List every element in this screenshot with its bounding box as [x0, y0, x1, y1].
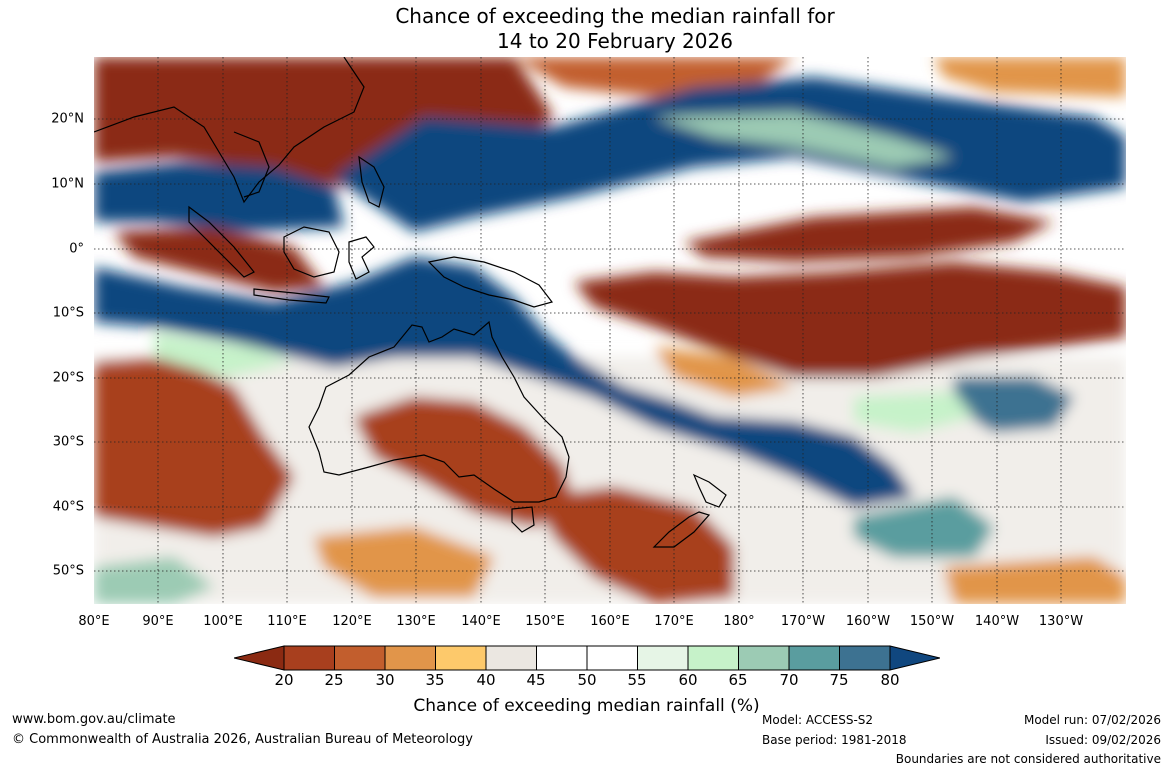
lon-label: 160°E — [590, 614, 630, 629]
borneo-coastline — [283, 226, 340, 278]
lon-label: 130°W — [1038, 614, 1084, 629]
legend-tick: 55 — [627, 671, 647, 689]
legend-arrow-high — [889, 645, 940, 671]
website-link[interactable]: www.bom.gov.au/climate — [12, 712, 176, 727]
legend-color-cell — [586, 645, 638, 671]
legend-color-cell — [485, 645, 537, 671]
legend-color-cell — [435, 645, 487, 671]
new-zealand-south — [652, 511, 711, 548]
legend-color-cell — [687, 645, 739, 671]
legend-tick: 60 — [678, 671, 698, 689]
lat-label: 20°N — [51, 111, 84, 127]
lon-label: 160°W — [845, 614, 891, 629]
indochina-coastline — [233, 131, 270, 198]
lon-label: 100°E — [203, 614, 243, 629]
lon-label: 150°E — [525, 614, 565, 629]
legend-tick: 75 — [829, 671, 849, 689]
lat-label: 10°S — [52, 305, 84, 321]
legend-tick: 25 — [324, 671, 344, 689]
lon-label: 180° — [723, 614, 755, 629]
dry-region-south-pacific — [574, 262, 1126, 377]
lon-label: 140°W — [974, 614, 1020, 629]
legend-color-cell — [637, 645, 689, 671]
tasmania-coastline — [511, 506, 535, 533]
legend-title: Chance of exceeding median rainfall (%) — [413, 696, 760, 716]
lat-label: 30°S — [52, 434, 84, 450]
wet-band-north-pacific — [334, 77, 1126, 232]
lat-label: 40°S — [52, 499, 84, 515]
lat-label: 10°N — [51, 176, 84, 192]
graticule — [94, 57, 1126, 604]
slightly-wet-south-west — [94, 557, 214, 604]
lat-label: 20°S — [52, 370, 84, 386]
lat-label: 0° — [69, 241, 84, 257]
lon-label: 110°E — [267, 614, 307, 629]
lon-label: 150°W — [909, 614, 955, 629]
legend-color-cell — [738, 645, 790, 671]
legend-color-cell — [839, 645, 891, 671]
new-zealand-north — [692, 473, 727, 508]
australia-coastline — [308, 320, 570, 503]
java-coastline — [253, 288, 330, 304]
legend-tick: 30 — [375, 671, 395, 689]
dry-region-equatorial-pacific — [684, 207, 1054, 262]
wet-region-south-east-pacific — [954, 377, 1074, 432]
sulawesi-coastline — [348, 236, 375, 280]
philippines-coastline — [358, 155, 385, 208]
moderate-wet-south-east — [854, 497, 994, 557]
boundaries-disclaimer: Boundaries are not considered authoritat… — [895, 752, 1161, 766]
lon-label: 120°E — [332, 614, 372, 629]
legend-tick: 35 — [425, 671, 445, 689]
lon-label: 170°E — [654, 614, 694, 629]
dry-region-australia — [354, 397, 574, 527]
slightly-wet-fringe-east — [854, 392, 974, 432]
dry-region-south-indian — [94, 357, 294, 537]
lon-label: 140°E — [461, 614, 501, 629]
coastlines — [94, 57, 727, 548]
title-line-2: 14 to 20 February 2026 — [497, 29, 733, 53]
issued-date: Issued: 09/02/2026 — [1045, 733, 1161, 747]
model-run-date: Model run: 07/02/2026 — [1023, 713, 1161, 727]
dry-region-southern-ocean — [314, 527, 494, 597]
lon-label: 170°W — [780, 614, 826, 629]
dry-region-north-east — [934, 57, 1126, 97]
dry-region-indonesia — [114, 227, 324, 292]
legend-colorbar — [234, 645, 940, 671]
dry-region-tasman — [534, 487, 734, 604]
wet-band-maritime-continent — [94, 257, 914, 507]
wet-band-indian-ocean — [94, 162, 344, 232]
lon-label: 80°E — [78, 614, 110, 629]
asia-mainland-coastline — [94, 57, 365, 204]
model-name: Model: ACCESS-S2 — [762, 713, 874, 727]
legend-color-cell — [536, 645, 588, 671]
legend-tick: 40 — [476, 671, 496, 689]
title-line-1: Chance of exceeding the median rainfall … — [395, 4, 835, 28]
sumatra-coastline — [188, 205, 255, 278]
legend-color-cell — [788, 645, 840, 671]
legend-tick: 45 — [526, 671, 546, 689]
dry-region-far-south-east — [944, 557, 1126, 604]
legend-arrow-low — [234, 645, 285, 671]
new-guinea-coastline — [427, 256, 554, 308]
map-title: Chance of exceeding the median rainfall … — [0, 4, 1173, 54]
legend-tick: 80 — [880, 671, 900, 689]
legend-tick: 20 — [274, 671, 294, 689]
legend-color-cell — [334, 645, 386, 671]
legend-color-cell — [384, 645, 436, 671]
copyright-text: © Commonwealth of Australia 2026, Austra… — [12, 732, 473, 747]
legend-color-cell — [283, 645, 335, 671]
moderate-wet-north — [654, 112, 954, 167]
lon-label: 90°E — [142, 614, 174, 629]
lon-label: 130°E — [396, 614, 436, 629]
base-period: Base period: 1981-2018 — [762, 733, 907, 747]
lat-label: 50°S — [52, 563, 84, 579]
legend-tick: 65 — [728, 671, 748, 689]
rainfall-map — [94, 57, 1126, 604]
dry-region-south-pacific-fringe — [654, 347, 794, 397]
legend-tick: 50 — [577, 671, 597, 689]
legend-tick: 70 — [779, 671, 799, 689]
slightly-wet-fringe — [154, 332, 294, 377]
